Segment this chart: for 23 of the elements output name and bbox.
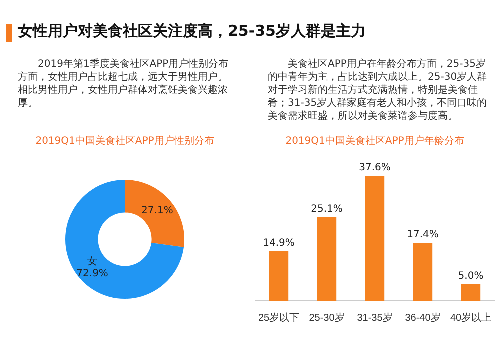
chart-title: 2019Q1中国美食社区APP用户年龄分布: [284, 134, 466, 148]
bar: [365, 176, 385, 301]
chart-title: 2019Q1中国美食社区APP用户性别分布: [34, 134, 216, 148]
text: 2019年第1季度美食社区APP用户性别分布方面，女性用户占比超七成，远大于男性用户。相比男性用户，女性用户群体对烹饪美食兴趣浓厚。: [18, 58, 230, 110]
bar: [461, 284, 481, 301]
x-tick-label: 25岁以下: [258, 312, 300, 324]
x-tick-label: 40岁以上: [450, 312, 492, 324]
bar: [413, 243, 433, 301]
data-label: 27.1%: [142, 206, 174, 217]
data-label: 14.9%: [263, 238, 295, 250]
text: 美食社区APP用户在年龄分布方面，25-35岁的中青年为主，占比达到六成以上。25-30岁人群对于学习新的生活方式充满热情，特别是美食佳肴；31-35岁人群家庭有老人和小孩，不同口味的美食需求旺盛，所以对美食菜谱参与度高。: [268, 58, 488, 123]
data-label: 25.1%: [311, 204, 343, 216]
slice-label: 女: [88, 256, 98, 268]
data-label: 37.6%: [359, 162, 391, 174]
data-label: 17.4%: [407, 230, 439, 241]
data-label: 72.9%: [76, 268, 108, 280]
x-tick-label: 36-40岁: [405, 312, 441, 324]
bar: [269, 251, 289, 301]
bar: [317, 218, 337, 301]
text: 女性用户对美食社区关注度高，25-35岁人群是主力: [18, 22, 366, 41]
data-label: 5.0%: [458, 270, 484, 282]
x-tick-label: 31-35岁: [357, 312, 393, 324]
x-tick-label: 25-30岁: [309, 312, 345, 324]
